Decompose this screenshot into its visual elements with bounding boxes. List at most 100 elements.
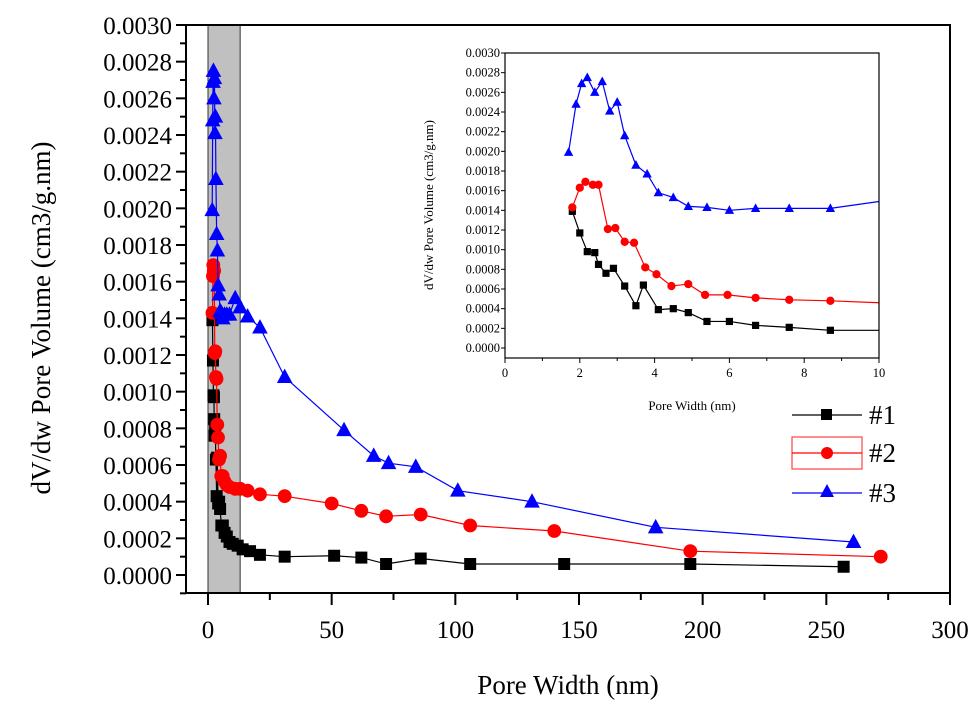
inset-y-tick-label: 0.0016 (466, 184, 500, 198)
inset-data-point (591, 249, 599, 257)
inset-data-point (825, 203, 836, 212)
main-data-point (380, 454, 397, 470)
inset-y-tick-label: 0.0022 (466, 125, 500, 139)
main-data-point (210, 276, 226, 292)
main-data-point (463, 518, 478, 533)
inset-x-tick-label: 6 (726, 366, 732, 380)
main-y-tick-label: 0.0022 (103, 160, 172, 187)
main-series-3 (204, 62, 862, 548)
inset-data-point (620, 237, 629, 246)
main-data-point (208, 170, 224, 185)
inset-data-point (785, 323, 793, 331)
inset-data-point (641, 263, 650, 272)
legend-label-3: #3 (869, 478, 896, 508)
main-data-point (380, 558, 393, 570)
inset-data-point (826, 326, 834, 334)
legend-label-1: #1 (869, 400, 896, 430)
inset-x-tick-label: 8 (801, 366, 807, 380)
inset-data-point (784, 203, 794, 212)
inset-data-point (667, 281, 676, 291)
inset-data-point (826, 296, 835, 305)
inset-y-tick-label: 0.0028 (466, 66, 500, 80)
inset-data-point (571, 99, 581, 108)
main-y-tick-label: 0.0010 (103, 380, 172, 407)
main-y-tick-label: 0.0016 (103, 270, 172, 297)
inset-data-point (603, 224, 612, 234)
inset-data-point (582, 72, 592, 82)
inset-data-point (683, 201, 693, 210)
main-x-tick-label: 0 (202, 617, 215, 644)
inset-data-point (700, 290, 710, 300)
inset-data-point (652, 270, 661, 279)
inset-x-tick-label: 10 (873, 366, 886, 380)
main-y-tick-label: 0.0006 (103, 453, 172, 480)
main-data-point (209, 242, 226, 257)
inset-data-point (750, 203, 761, 212)
main-data-point (207, 108, 224, 123)
main-x-tick-label: 50 (319, 617, 344, 644)
main-y-tick-label: 0.0026 (103, 86, 172, 113)
main-data-point (252, 319, 268, 334)
inset-data-point (597, 76, 607, 86)
main-data-point (227, 289, 244, 305)
main-data-point (207, 124, 223, 140)
inset-y-tick-label: 0.0020 (466, 144, 500, 158)
main-x-axis: 0 50 100 150 200 250 300 (202, 593, 969, 644)
inset-data-point (684, 279, 693, 289)
main-y-tick-label: 0.0028 (103, 50, 172, 77)
legend-marker-square (821, 409, 832, 420)
inset-x-axis: 0 2 4 6 8 10 (502, 358, 885, 380)
inset-data-point (702, 202, 712, 211)
inset-data-point (568, 203, 577, 212)
inset-series-2 (568, 177, 880, 305)
inset-data-point (669, 305, 677, 313)
main-data-point (379, 509, 393, 524)
main-data-point (873, 549, 888, 564)
main-data-point (365, 447, 382, 462)
inset-y-tick-label: 0.0024 (466, 105, 501, 119)
inset-data-point (594, 260, 603, 269)
main-data-point (208, 344, 223, 359)
main-x-tick-label: 250 (808, 617, 846, 644)
main-data-point (253, 548, 266, 561)
inset-series-1 (568, 207, 879, 334)
inset-y-tick-label: 0.0026 (466, 85, 500, 99)
inset-data-point (609, 264, 618, 272)
inset-data-point (684, 309, 692, 317)
inset-series-group (505, 53, 880, 358)
main-data-point (239, 308, 256, 323)
main-chart: 0 50 100 150 200 250 300 0.00000.00020.00040.0… (26, 13, 969, 700)
inset-data-point (576, 78, 587, 88)
inset-data-point (653, 187, 664, 197)
main-x-tick-label: 200 (684, 617, 722, 644)
main-data-point (450, 482, 466, 497)
inset-x-tick-label: 2 (577, 366, 583, 380)
inset-data-point (724, 205, 735, 214)
inset-data-point (611, 223, 620, 233)
inset-data-point (632, 302, 640, 310)
main-x-tick-label: 150 (560, 617, 598, 644)
main-data-point (209, 371, 224, 386)
main-y-tick-label: 0.0000 (103, 563, 172, 590)
main-data-point (232, 298, 248, 314)
inset-x-axis-title: Pore Width (nm) (648, 398, 735, 413)
main-data-point (277, 489, 292, 504)
inset-y-tick-label: 0.0008 (466, 262, 500, 276)
legend-label-2: #2 (869, 438, 896, 468)
main-data-point (276, 368, 293, 383)
inset-data-point (563, 147, 574, 156)
main-x-tick-label: 100 (437, 617, 475, 644)
main-data-point (845, 533, 862, 548)
inset-y-tick-label: 0.0004 (466, 302, 501, 316)
main-data-point (355, 551, 368, 564)
inset-data-point (612, 97, 622, 106)
inset-y-tick-label: 0.0018 (466, 164, 500, 178)
inset-data-point (575, 183, 584, 192)
inset-data-point (590, 87, 600, 96)
main-y-tick-label: 0.0024 (103, 123, 172, 150)
main-data-point (208, 225, 225, 240)
main-data-point (221, 306, 238, 321)
main-y-tick-label: 0.0004 (103, 490, 172, 517)
inset-data-point (703, 317, 711, 326)
legend-marker-circle (821, 447, 833, 459)
